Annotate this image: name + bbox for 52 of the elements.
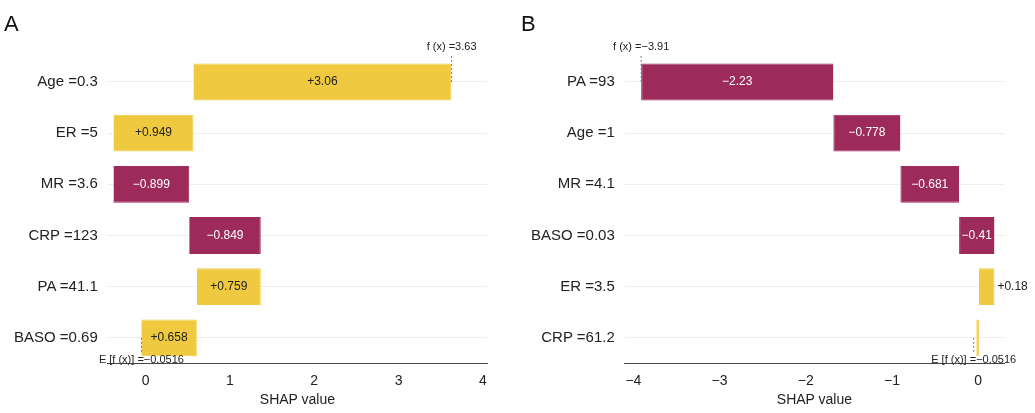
bar — [978, 268, 995, 306]
y-tick-label: Age =1 — [566, 123, 615, 141]
y-tick-label: MR =3.6 — [40, 174, 98, 192]
y-tick-label: ER =5 — [55, 123, 98, 141]
annotation: f (x) =3.63 — [426, 39, 477, 52]
y-tick-label: PA =41.1 — [37, 276, 98, 294]
bar — [900, 165, 960, 203]
y-tick-label: CRP =61.2 — [541, 327, 615, 345]
bar — [196, 268, 261, 306]
bar — [189, 217, 261, 254]
x-tick-label: 3 — [394, 371, 403, 388]
y-tick-label: Age =0.3 — [37, 72, 98, 90]
y-tick-label: MR =4.1 — [557, 174, 615, 192]
y-tick-label: BASO =0.69 — [13, 327, 98, 345]
data-label: −2.23 — [722, 74, 753, 89]
annotation: E [f (x)] =−0.0516 — [98, 353, 184, 366]
y-tick-label: CRP =123 — [28, 225, 98, 243]
data-label: +3.06 — [307, 74, 338, 89]
bar — [641, 63, 834, 101]
x-tick-label: 0 — [974, 371, 983, 388]
bar — [959, 217, 995, 254]
x-tick-label: −3 — [711, 371, 728, 388]
data-label: +0.949 — [134, 125, 173, 140]
x-axis-title: SHAP value — [776, 391, 853, 408]
x-tick-label: −1 — [883, 371, 901, 388]
data-label: +0.18 — [997, 278, 1029, 293]
bar — [141, 319, 197, 357]
chart-title: B — [521, 11, 536, 37]
y-tick-label: ER =3.5 — [560, 276, 615, 294]
data-label: −0.41 — [961, 227, 993, 242]
bar — [113, 165, 190, 203]
annotation: f (x) =−3.91 — [613, 39, 670, 52]
x-tick-label: 1 — [226, 371, 235, 388]
y-tick-label: PA =93 — [567, 72, 615, 90]
x-tick-label: 4 — [478, 371, 487, 388]
x-tick-label: −2 — [797, 371, 814, 388]
x-tick-label: 2 — [310, 371, 319, 388]
data-label: −0.849 — [206, 227, 244, 242]
y-tick-label: BASO =0.03 — [530, 225, 615, 243]
data-label: +0.658 — [150, 330, 188, 345]
x-axis-title: SHAP value — [259, 391, 336, 408]
bar — [833, 114, 901, 152]
data-label: −0.899 — [132, 176, 171, 191]
data-label: −0.778 — [848, 125, 886, 140]
chart-title: A — [4, 11, 19, 37]
x-tick-label: −4 — [625, 371, 642, 388]
data-label: +0.759 — [210, 278, 248, 293]
bar — [113, 114, 194, 152]
bar — [193, 63, 452, 101]
data-label: −0.681 — [911, 176, 949, 191]
x-tick-label: 0 — [141, 371, 150, 388]
annotation: E [f (x)] =−0.0516 — [931, 353, 1017, 366]
